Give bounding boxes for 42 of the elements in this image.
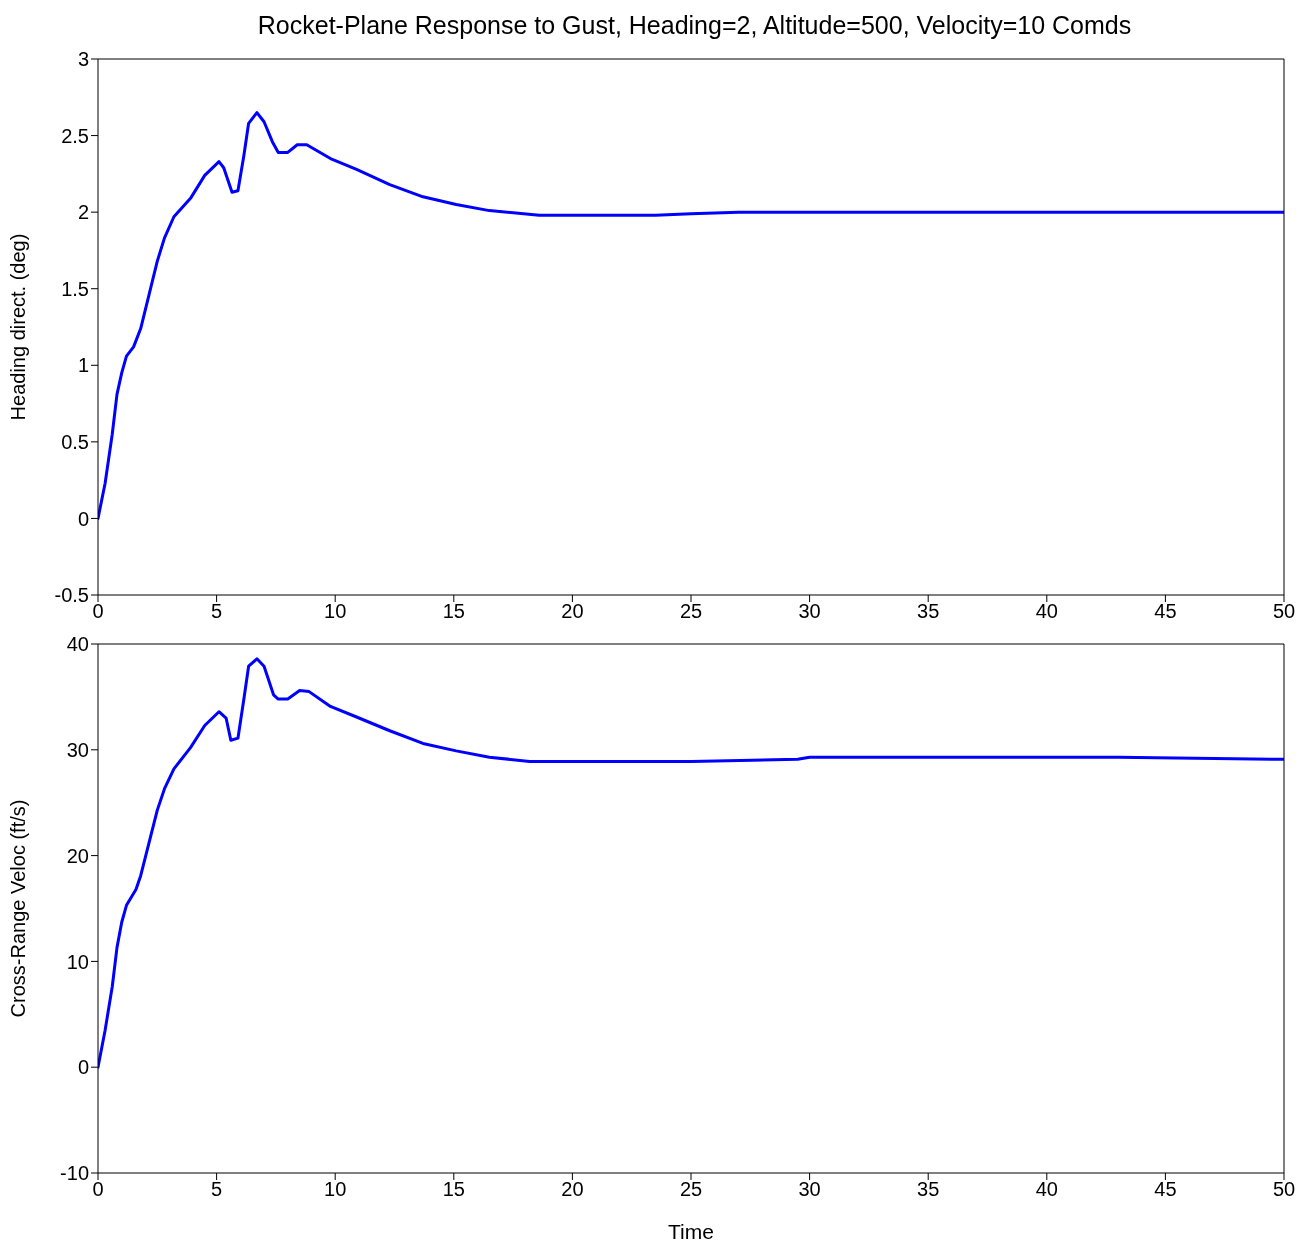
x-tick-label: 10 xyxy=(324,600,347,623)
x-tick-label: 40 xyxy=(1035,1178,1058,1201)
y-tick-label: 2 xyxy=(77,201,89,224)
x-tick-label: 30 xyxy=(798,600,821,623)
x-tick-label: 30 xyxy=(798,1178,821,1201)
y-tick-label: -10 xyxy=(60,1162,89,1185)
y-tick-label: 0 xyxy=(77,1056,89,1079)
x-tick-label: 35 xyxy=(917,1178,940,1201)
y-axis-title: Cross-Range Veloc (ft/s) xyxy=(7,799,30,1018)
x-tick-label: 0 xyxy=(92,1178,104,1201)
x-tick-label: 20 xyxy=(561,600,584,623)
line-series xyxy=(98,111,1284,520)
x-tick-label: 15 xyxy=(442,1178,465,1201)
y-tick-label: 1.5 xyxy=(61,277,89,300)
x-axis-title: Time xyxy=(668,1220,714,1243)
y-tick-label: 0 xyxy=(77,507,89,530)
y-tick-label: 10 xyxy=(66,950,89,973)
x-tick-label: 15 xyxy=(442,600,465,623)
y-tick-label: 1 xyxy=(77,354,89,377)
y-tick-label: 2.5 xyxy=(61,124,89,147)
x-tick-label: 45 xyxy=(1154,600,1177,623)
y-tick-label: -0.5 xyxy=(54,584,89,607)
y-tick-label: 0.5 xyxy=(61,430,89,453)
y-axis-title: Heading direct. (deg) xyxy=(7,233,30,421)
y-tick-label: 20 xyxy=(66,844,89,867)
x-tick-label: 35 xyxy=(917,600,940,623)
x-tick-label: 20 xyxy=(561,1178,584,1201)
x-tick-label: 50 xyxy=(1272,600,1296,623)
x-tick-label: 45 xyxy=(1154,1178,1177,1201)
x-tick-label: 0 xyxy=(92,600,104,623)
y-tick-label: 40 xyxy=(66,633,89,656)
y-tick-label: 30 xyxy=(66,738,89,761)
chart-title: Rocket-Plane Response to Gust, Heading=2, Altitude=500, Velocity=10 Comds xyxy=(256,10,1133,41)
x-tick-label: 40 xyxy=(1035,600,1058,623)
y-tick-label: 3 xyxy=(77,48,89,71)
x-tick-label: 5 xyxy=(211,1178,223,1201)
line-series xyxy=(98,657,1284,1069)
x-tick-label: 5 xyxy=(211,600,223,623)
x-tick-label: 25 xyxy=(679,600,703,623)
x-tick-label: 10 xyxy=(324,1178,347,1201)
x-tick-label: 25 xyxy=(679,1178,703,1201)
x-tick-label: 50 xyxy=(1272,1178,1296,1201)
